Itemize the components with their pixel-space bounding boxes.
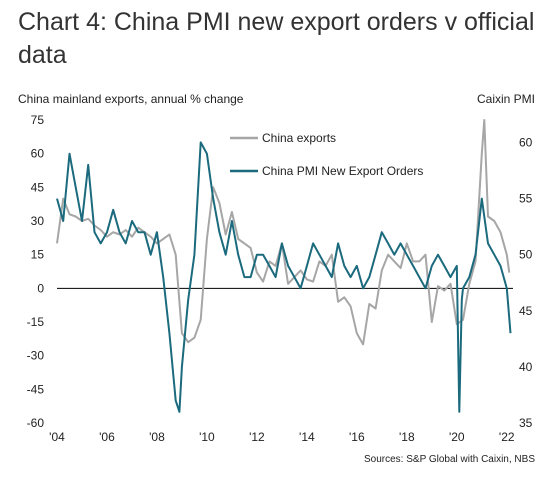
x-tick: '12 bbox=[249, 430, 265, 444]
y-tick-left: 15 bbox=[31, 248, 45, 262]
y-tick-left: -30 bbox=[27, 349, 45, 363]
x-tick: '04 bbox=[49, 430, 65, 444]
y-tick-right: 50 bbox=[519, 248, 533, 262]
y-tick-right: 35 bbox=[519, 416, 533, 430]
source-note: Sources: S&P Global with Caixin, NBS bbox=[363, 454, 535, 465]
legend-label: China PMI New Export Orders bbox=[262, 164, 423, 178]
y-axis-label-left: China mainland exports, annual % change bbox=[18, 92, 244, 106]
x-tick: '20 bbox=[449, 430, 465, 444]
legend-label: China exports bbox=[262, 131, 336, 145]
y-tick-left: 45 bbox=[31, 180, 45, 194]
y-tick-left: 75 bbox=[31, 113, 45, 127]
x-tick: '18 bbox=[399, 430, 415, 444]
y-tick-left: -60 bbox=[27, 416, 45, 430]
x-tick: '14 bbox=[299, 430, 315, 444]
x-tick: '08 bbox=[149, 430, 165, 444]
y-tick-right: 40 bbox=[519, 360, 533, 374]
x-tick: '06 bbox=[99, 430, 115, 444]
x-tick: '16 bbox=[349, 430, 365, 444]
series-line-pmi-export-orders bbox=[56, 141, 512, 413]
series-lines bbox=[56, 119, 512, 413]
y-tick-left: -15 bbox=[27, 315, 45, 329]
x-axis-ticks: '04 '06 '08 '10 '12 '14 '16 '18 '20 '22 bbox=[49, 430, 515, 444]
y-tick-left: -45 bbox=[27, 382, 45, 396]
y-axis-ticks-left: 75 60 45 30 15 0 -15 -30 -45 -60 bbox=[27, 113, 45, 430]
y-tick-right: 60 bbox=[519, 135, 533, 149]
y-tick-right: 45 bbox=[519, 304, 533, 318]
y-axis-ticks-right: 60 55 50 45 40 35 bbox=[519, 135, 533, 430]
x-tick: '22 bbox=[499, 430, 515, 444]
legend: China exports China PMI New Export Orders bbox=[230, 131, 423, 178]
series-line-china-exports bbox=[56, 119, 511, 346]
chart-title: Chart 4: China PMI new export orders v o… bbox=[18, 8, 535, 69]
y-axis-label-right: Caixin PMI bbox=[476, 92, 535, 106]
y-tick-left: 0 bbox=[37, 281, 44, 295]
x-tick: '10 bbox=[199, 430, 215, 444]
y-tick-left: 30 bbox=[31, 214, 45, 228]
y-tick-left: 60 bbox=[31, 147, 45, 161]
y-tick-right: 55 bbox=[519, 192, 533, 206]
